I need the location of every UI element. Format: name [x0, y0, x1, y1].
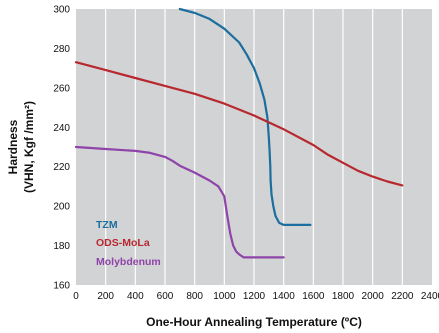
- series-lines: [74, 7, 404, 259]
- legend-label-tzm: TZM: [96, 219, 118, 231]
- x-tick-label: 400: [127, 291, 144, 302]
- y-axis-title-line2: (VHN, Kgf /mm²): [22, 101, 36, 193]
- x-tick-label: 1400: [273, 291, 296, 302]
- x-tick-label: 200: [97, 291, 114, 302]
- x-tick-label: 0: [73, 291, 79, 302]
- x-tick-label: 1600: [302, 291, 325, 302]
- x-axis-title: One-Hour Annealing Temperature (ºC): [146, 315, 362, 329]
- x-tick-label: 1000: [213, 291, 236, 302]
- y-tick-label: 280: [53, 44, 70, 55]
- series-line-molybdenum: [74, 145, 285, 259]
- grid-lines: [105, 9, 403, 285]
- y-axis-ticks: 160 180 200 220 240 260 280 300: [53, 5, 70, 292]
- x-tick-label: 2200: [391, 291, 414, 302]
- legend-label-molybdenum: Molybdenum: [96, 256, 161, 268]
- series-line-tzm: [178, 7, 312, 226]
- y-tick-label: 260: [53, 83, 70, 94]
- y-tick-label: 300: [53, 5, 70, 16]
- y-tick-label: 200: [53, 202, 70, 213]
- series-line-ods-mola: [74, 61, 404, 187]
- x-tick-label: 2400: [421, 291, 439, 302]
- legend-label-ods-mola: ODS-MoLa: [96, 237, 150, 249]
- x-tick-label: 2000: [362, 291, 385, 302]
- y-tick-label: 160: [53, 281, 70, 292]
- y-tick-label: 220: [53, 162, 70, 173]
- x-tick-label: 800: [186, 291, 203, 302]
- x-tick-label: 600: [157, 291, 174, 302]
- y-tick-label: 180: [53, 241, 70, 252]
- x-tick-label: 1800: [332, 291, 355, 302]
- x-tick-label: 1200: [243, 291, 266, 302]
- y-axis-title-line1: Hardness: [6, 119, 20, 174]
- x-axis-ticks: 0 200 400 600 800 1000 1200 1400 1600 1800 2000 220…: [73, 291, 439, 302]
- y-tick-label: 240: [53, 123, 70, 134]
